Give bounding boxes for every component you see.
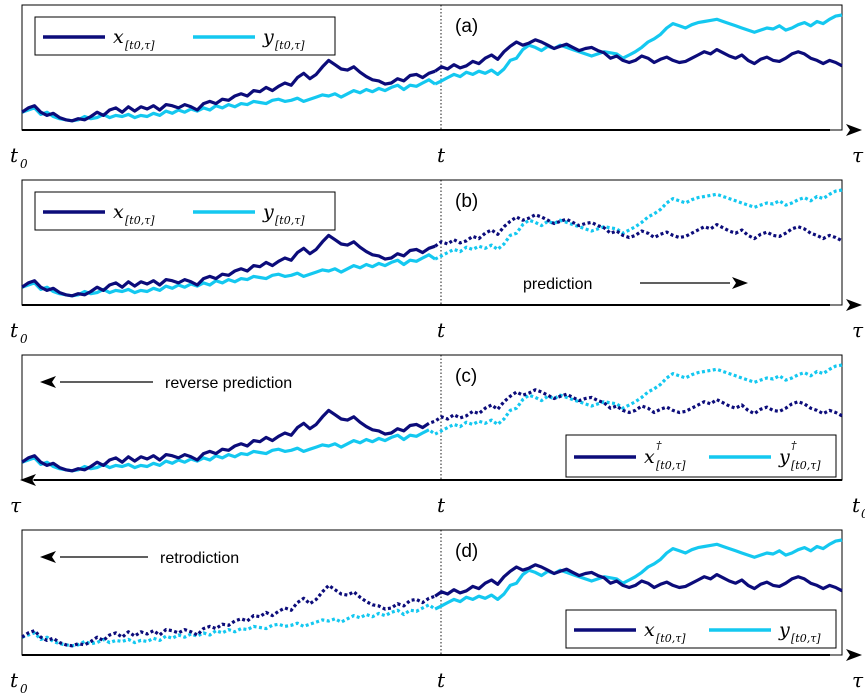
- y-series-line: [434, 188, 843, 261]
- x-tick-label-left-sub: 0: [20, 682, 28, 696]
- x-series-line: [21, 408, 430, 473]
- y-series-line: [21, 78, 437, 123]
- x-tick-label-mid: t: [437, 318, 446, 342]
- x-series-line: [434, 213, 843, 248]
- x-legend-superscript: †: [656, 439, 662, 452]
- x-tick-label-mid: t: [437, 143, 446, 167]
- x-series-line: [21, 583, 436, 648]
- y-series-line: [427, 363, 843, 436]
- y-legend-subscript: [t0,τ]: [275, 214, 305, 227]
- legend: x [t0,τ] y [t0,τ]: [565, 609, 837, 649]
- y-legend-superscript: †: [791, 439, 797, 452]
- x-tick-label-mid: t: [437, 493, 446, 517]
- x-legend-label: x: [644, 619, 655, 641]
- y-legend-subscript: [t0,τ]: [791, 459, 821, 472]
- annotation-arrowhead: [40, 551, 56, 563]
- y-series-line: [21, 603, 437, 648]
- annotation-text: reverse prediction: [165, 375, 292, 392]
- time-axis-arrowhead: [20, 474, 36, 486]
- x-legend-label: x: [644, 446, 655, 468]
- annotation-arrowhead: [732, 277, 748, 289]
- x-legend-subscript: [t0,τ]: [125, 214, 155, 227]
- x-tick-label-left: t: [10, 318, 19, 342]
- y-legend-label: y: [262, 26, 274, 48]
- y-legend-subscript: [t0,τ]: [791, 632, 821, 645]
- x-legend-subscript: [t0,τ]: [125, 39, 155, 52]
- legend: x [t0,τ] y [t0,τ]: [34, 191, 336, 231]
- legend: x [t0,τ] y [t0,τ]: [34, 16, 336, 56]
- x-series-line: [21, 233, 436, 298]
- chart-panel: (a)x [t0,τ] y [t0,τ]t 0 t τ: [10, 4, 864, 171]
- panel-label: (a): [455, 16, 478, 37]
- x-tick-label-left: τ: [10, 493, 22, 517]
- y-legend-label: y: [778, 619, 790, 641]
- panel-label: (d): [455, 541, 478, 562]
- time-axis-arrowhead: [846, 649, 862, 661]
- time-axis-arrowhead: [846, 124, 862, 136]
- panel-label: (c): [455, 366, 477, 387]
- x-legend-label: x: [113, 26, 124, 48]
- x-tick-label-left: t: [10, 143, 19, 167]
- x-legend-subscript: [t0,τ]: [656, 459, 686, 472]
- y-series-line: [434, 13, 843, 86]
- x-legend-subscript: [t0,τ]: [656, 632, 686, 645]
- time-axis-arrowhead: [846, 299, 862, 311]
- x-tick-label-left-sub: 0: [20, 157, 28, 171]
- x-tick-label-left-sub: 0: [20, 332, 28, 346]
- y-series-line: [21, 253, 437, 298]
- annotation-text: prediction: [523, 276, 592, 293]
- x-tick-label-right: τ: [852, 318, 864, 342]
- y-legend-subscript: [t0,τ]: [275, 39, 305, 52]
- x-tick-label-left: t: [10, 668, 19, 692]
- x-series-line: [434, 563, 843, 598]
- y-legend-label: y: [778, 446, 790, 468]
- x-tick-label-right: t: [852, 493, 861, 517]
- y-series-line: [434, 538, 843, 611]
- x-tick-label-right: τ: [852, 143, 864, 167]
- x-series-line: [21, 58, 436, 123]
- y-legend-label: y: [262, 201, 274, 223]
- x-tick-label-right: τ: [852, 668, 864, 692]
- x-series-line: [428, 388, 843, 425]
- x-legend-label: x: [113, 201, 124, 223]
- x-tick-label-right-sub: 0: [861, 507, 865, 521]
- annotation-text: retrodiction: [160, 550, 239, 567]
- panel-label: (b): [455, 191, 478, 212]
- legend: x [t0,τ]†y [t0,τ]†: [565, 434, 837, 478]
- x-tick-label-mid: t: [437, 668, 446, 692]
- annotation-arrowhead: [40, 376, 56, 388]
- x-series-line: [434, 38, 843, 73]
